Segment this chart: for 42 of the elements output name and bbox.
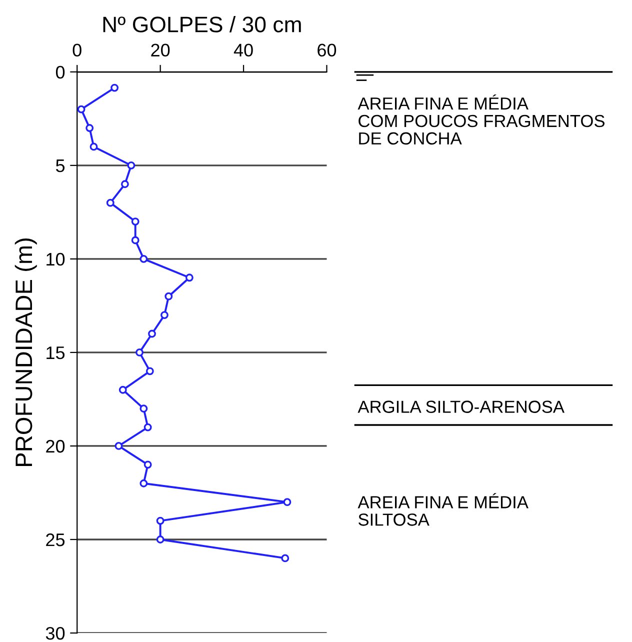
point: [185, 274, 194, 282]
point: [283, 498, 292, 506]
x-tick-label: 0: [72, 44, 82, 57]
x-axis-title: Nº GOLPES / 30 cm: [103, 16, 301, 32]
point: [164, 292, 173, 300]
point: [156, 516, 164, 525]
point: [106, 198, 114, 207]
point: [131, 218, 140, 226]
y-tick-label: 15: [46, 346, 65, 360]
text: AREIA FINA E MÉDIA SILTOSA: [358, 493, 528, 526]
y-tick-label: 0: [56, 66, 65, 79]
point: [146, 367, 154, 376]
x-tick-label: 20: [151, 44, 170, 57]
y-axis-title: PROFUNDIDADE (m): [14, 238, 37, 466]
point: [140, 479, 148, 488]
point: [114, 442, 123, 450]
point: [140, 254, 148, 263]
point: [136, 348, 144, 356]
point: [127, 161, 136, 170]
point: [140, 404, 148, 413]
point: [156, 536, 164, 544]
point: [118, 386, 127, 394]
point: [120, 180, 129, 188]
point: [148, 330, 156, 338]
y-tick-label: 30: [46, 626, 65, 640]
point: [144, 460, 152, 469]
point: [131, 236, 140, 244]
y-tick-label: 5: [56, 160, 65, 172]
y-tick-label: 25: [46, 533, 65, 546]
point: [77, 105, 86, 114]
point: [144, 423, 152, 432]
y-tick-label: 10: [46, 252, 65, 266]
x-tick-label: 60: [318, 44, 336, 57]
text: AREIA FINA E MÉDIA COM POUCOS FRAGMENTOS DE CONCHA: [358, 94, 604, 145]
point: [86, 124, 94, 132]
point: [160, 311, 168, 320]
y-tick-label: 20: [46, 440, 65, 453]
point: [281, 554, 290, 562]
point: [110, 84, 119, 92]
point: [90, 142, 98, 151]
x-tick-label: 40: [234, 44, 253, 57]
text: ARGILA SILTO-ARENOSA: [358, 400, 564, 413]
